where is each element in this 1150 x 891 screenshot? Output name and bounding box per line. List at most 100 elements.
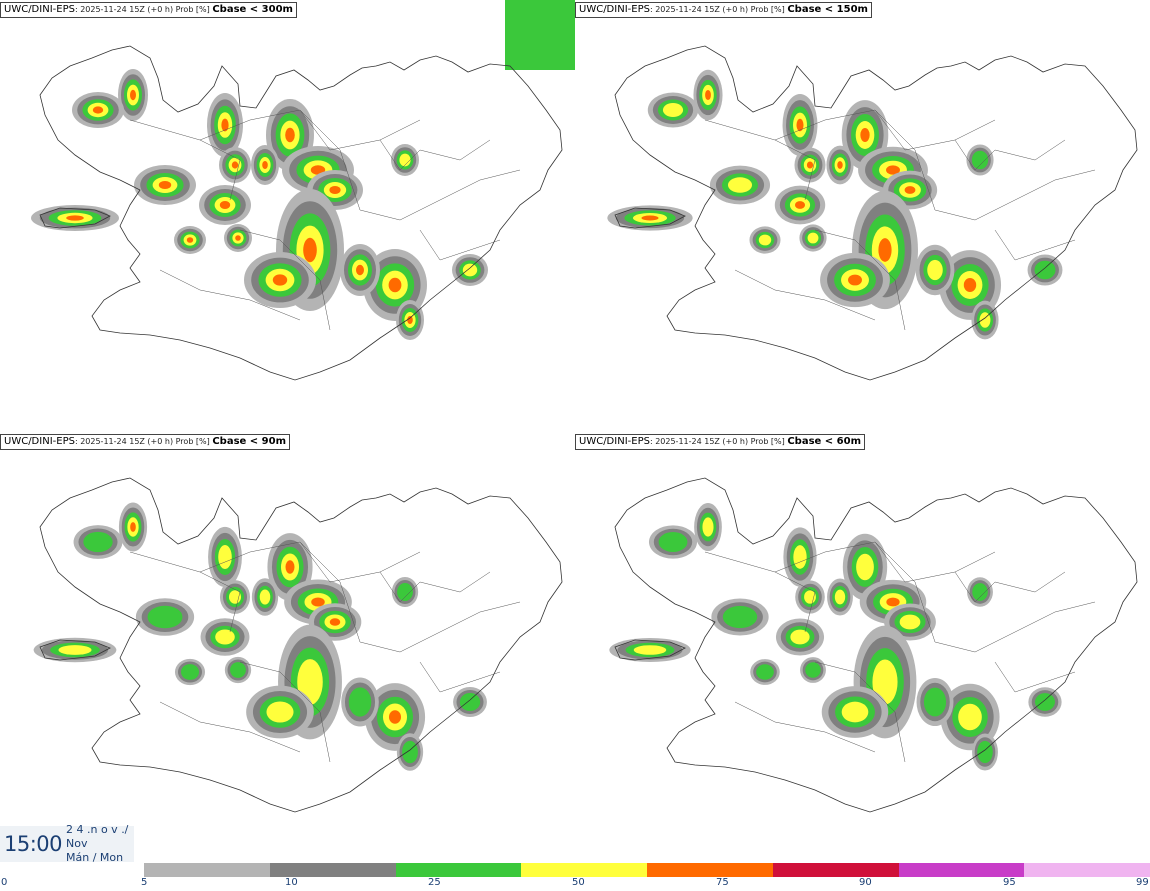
weekday-label: Mán / Mon — [66, 851, 124, 864]
probability-area — [727, 177, 753, 193]
region-border — [159, 701, 301, 753]
run-info: : 2025-11-24 15Z (+0 h) Prob [%] — [74, 437, 213, 446]
colorbar-tick-label: 75 — [716, 877, 729, 888]
probability-area — [285, 127, 295, 143]
region-border — [734, 701, 876, 753]
colorbar-tick-label: 0 — [1, 877, 8, 888]
colorbar-segment — [144, 863, 270, 877]
probability-area — [958, 703, 982, 731]
threshold-label: Cbase < 150m — [787, 4, 868, 15]
probability-area — [927, 259, 943, 281]
probability-area — [130, 522, 136, 532]
probability-area — [230, 662, 246, 678]
probability-area — [218, 544, 232, 570]
probability-area — [899, 614, 921, 630]
panel-title: UWC/DINI-EPS: 2025-11-24 15Z (+0 h) Prob… — [0, 2, 297, 18]
colorbar-tick-label: 25 — [428, 877, 441, 888]
region-border — [954, 571, 1066, 603]
region-border — [129, 119, 241, 201]
probability-area — [130, 89, 136, 101]
probability-area — [147, 605, 183, 629]
probability-area — [66, 215, 84, 221]
region-border — [379, 571, 491, 603]
colorbar-segment — [269, 863, 396, 877]
probability-area — [311, 597, 325, 607]
iceland-coastline — [614, 45, 1138, 381]
probability-area — [462, 263, 478, 277]
probability-area — [397, 582, 413, 602]
region-border — [299, 109, 421, 151]
model-name: UWC/DINI-EPS — [4, 436, 75, 447]
region-border — [159, 269, 301, 321]
region-border — [419, 229, 501, 261]
probability-area — [219, 201, 231, 209]
iceland-coastline — [39, 477, 563, 813]
threshold-label: Cbase < 60m — [787, 436, 861, 447]
probability-area — [793, 545, 807, 569]
probability-area — [886, 165, 900, 175]
run-info: : 2025-11-24 15Z (+0 h) Prob [%] — [74, 5, 213, 14]
probability-area — [705, 89, 711, 101]
region-border — [994, 661, 1076, 693]
iceland-map — [607, 45, 1138, 381]
colorbar-tick-label: 99 — [1136, 877, 1149, 888]
probability-area — [977, 740, 993, 764]
region-border — [914, 581, 1096, 653]
region-border — [914, 149, 1096, 221]
panel-title: UWC/DINI-EPS: 2025-11-24 15Z (+0 h) Prob… — [0, 434, 290, 450]
region-border — [774, 541, 916, 583]
region-border — [814, 229, 906, 331]
probability-area — [259, 589, 271, 605]
probability-area — [972, 583, 988, 601]
probability-area — [399, 153, 411, 167]
model-name: UWC/DINI-EPS — [579, 4, 650, 15]
probability-area — [658, 532, 688, 552]
probability-area — [407, 316, 413, 324]
probability-area — [272, 274, 288, 286]
region-border — [239, 229, 331, 331]
probability-area — [158, 181, 172, 189]
probability-area — [388, 710, 402, 724]
map-panel-60m: UWC/DINI-EPS: 2025-11-24 15Z (+0 h) Prob… — [575, 432, 1150, 857]
month-label: Nov — [66, 837, 88, 850]
probability-area — [837, 161, 843, 169]
probability-area — [702, 517, 714, 537]
probability-area — [923, 687, 947, 717]
iceland-map — [31, 0, 575, 381]
probability-area — [1034, 260, 1056, 280]
probability-area — [180, 664, 200, 680]
region-border — [994, 229, 1076, 261]
probability-area — [841, 701, 869, 723]
probability-area — [633, 645, 667, 655]
region-border — [199, 109, 341, 151]
region-border — [874, 109, 996, 151]
colorbar-tick-label: 5 — [141, 877, 148, 888]
model-name: UWC/DINI-EPS — [4, 4, 75, 15]
region-border — [814, 661, 906, 763]
colorbar-segment — [521, 863, 647, 877]
probability-area — [662, 103, 684, 117]
iceland-coastline — [39, 45, 563, 381]
probability-area — [505, 0, 575, 70]
iceland-map — [33, 477, 563, 813]
region-border — [129, 551, 241, 633]
probability-area — [756, 664, 774, 680]
probability-area — [904, 186, 916, 194]
probability-area — [356, 264, 364, 276]
region-border — [774, 109, 916, 151]
probability-area — [285, 560, 295, 574]
probability-area — [186, 237, 194, 243]
probability-area — [805, 662, 821, 678]
probability-area — [329, 618, 341, 626]
probability-area — [459, 692, 481, 712]
valid-time: 15:00 — [4, 832, 63, 856]
region-border — [734, 269, 876, 321]
colorbar-ticks: 0 5 10 25 50 75 90 95 99 — [0, 877, 1150, 891]
date-line: 2 4 .n o v ./ — [66, 823, 129, 836]
probability-area — [804, 590, 816, 604]
probability-area — [806, 161, 814, 169]
panel-title: UWC/DINI-EPS: 2025-11-24 15Z (+0 h) Prob… — [575, 2, 872, 18]
map-panel-300m: UWC/DINI-EPS: 2025-11-24 15Z (+0 h) Prob… — [0, 0, 575, 425]
probability-area — [228, 590, 242, 604]
probability-area — [235, 235, 241, 241]
